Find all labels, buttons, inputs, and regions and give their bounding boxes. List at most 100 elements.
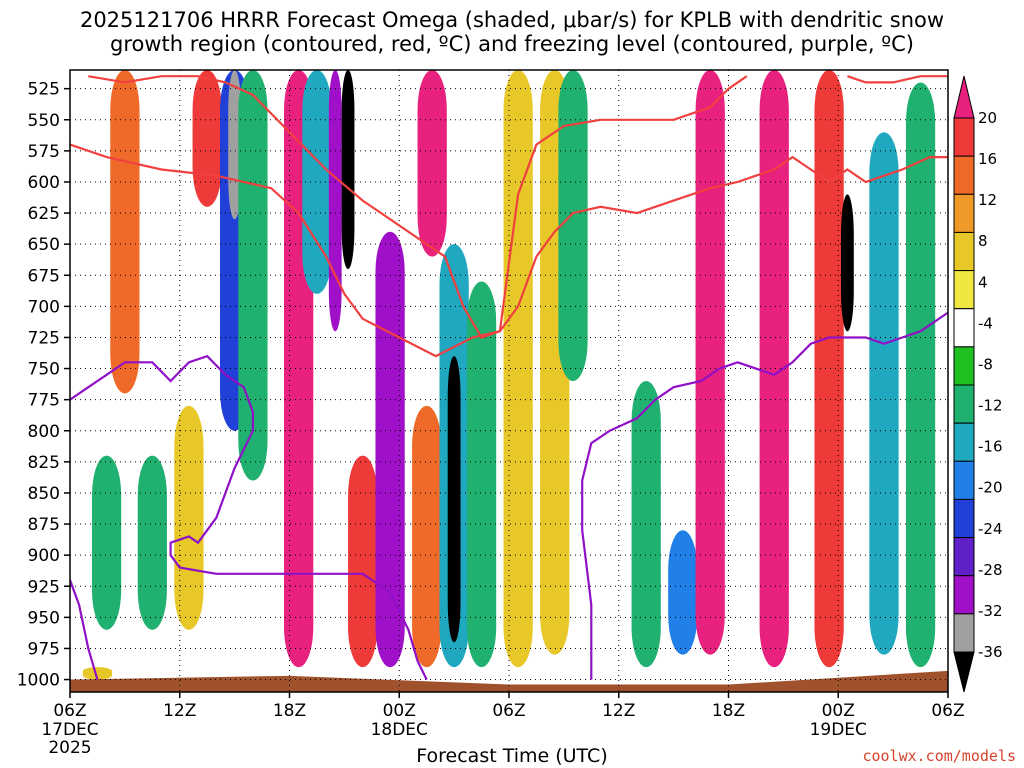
colorbar-label-9: -20 [978, 479, 1003, 497]
y-tick-label-18: 975 [28, 639, 60, 659]
omega-column-10 [302, 70, 332, 294]
chart-title-line1: 2025121706 HRRR Forecast Omega (shaded, … [79, 8, 945, 32]
y-tick-label-0: 525 [28, 80, 60, 100]
x-tick-label-0: 06Z [53, 701, 86, 721]
y-tick-label-17: 950 [28, 608, 60, 628]
omega-column-26 [759, 70, 789, 668]
y-tick-label-13: 850 [28, 484, 60, 504]
freezing-level-contour-0 [70, 354, 428, 681]
omega-column-8 [238, 70, 268, 481]
colorbar-label-1: 16 [978, 150, 997, 168]
colorbar-segment-9 [953, 422, 975, 462]
gridlines [70, 70, 948, 692]
omega-column-25 [695, 70, 725, 655]
dgz-contour-2 [847, 75, 948, 84]
omega-column-4 [174, 405, 204, 630]
omega-column-3 [137, 455, 167, 630]
colorbar-segment-13 [953, 575, 975, 615]
x-tick-label-4: 06Z [492, 701, 525, 721]
chart-title-line2: growth region (contoured, red, ºC) and f… [110, 32, 914, 56]
omega-column-12 [341, 70, 355, 270]
colorbar-segment-14 [953, 613, 975, 653]
x-tick-date-0: 17DEC [41, 720, 98, 740]
colorbar-label-6: -8 [978, 355, 993, 373]
colorbar-segment-2 [953, 155, 975, 195]
contours [70, 75, 948, 681]
colorbar-label-5: -4 [978, 314, 993, 332]
omega-column-30 [905, 82, 936, 668]
colorbar-label-3: 8 [978, 232, 988, 250]
colorbar-segment-1 [953, 117, 975, 157]
y-tick-label-12: 825 [28, 453, 60, 473]
colorbar-label-2: 12 [978, 191, 997, 209]
colorbar-segment-12 [953, 537, 975, 577]
colorbar-top-arrow [953, 75, 975, 119]
x-tick-label-3: 00Z [383, 701, 416, 721]
omega-column-11 [328, 70, 342, 332]
x-axis-title: Forecast Time (UTC) [416, 745, 608, 767]
y-tick-label-7: 700 [28, 297, 60, 317]
y-tick-label-2: 575 [28, 142, 60, 162]
freezing-level-contour-2 [581, 311, 948, 680]
x-tick-label-6: 18Z [712, 701, 745, 721]
colorbar-label-0: 20 [978, 109, 997, 127]
colorbar-segment-11 [953, 498, 975, 539]
credit-text: coolwx.com/models [862, 747, 1016, 765]
colorbar-segment-10 [953, 460, 975, 500]
x-tick-year-0: 2025 [48, 738, 91, 758]
colorbar-segment-5 [953, 270, 975, 310]
omega-column-19 [466, 281, 497, 668]
y-tick-label-9: 750 [28, 360, 60, 380]
omega-column-18 [417, 70, 447, 257]
colorbar-label-11: -28 [978, 561, 1003, 579]
y-tick-label-19: 1000 [17, 671, 60, 691]
y-tick-label-11: 800 [28, 422, 60, 442]
omega-column-23 [631, 381, 661, 668]
omega-shading [82, 70, 936, 680]
omega-column-13 [348, 455, 378, 668]
y-tick-label-15: 900 [28, 546, 60, 566]
colorbar-label-7: -12 [978, 397, 1003, 415]
x-tick-date-3: 18DEC [371, 720, 428, 740]
omega-column-27 [814, 70, 844, 668]
omega-column-0 [82, 667, 113, 680]
colorbar-label-8: -16 [978, 438, 1003, 456]
omega-column-7 [228, 70, 242, 220]
colorbar-segment-8 [953, 384, 975, 424]
x-tick-label-8: 06Z [931, 701, 964, 721]
y-tick-label-16: 925 [28, 577, 60, 597]
colorbar-bottom-arrow [953, 651, 975, 693]
omega-column-28 [840, 194, 854, 332]
omega-column-2 [110, 70, 140, 394]
omega-column-20 [503, 70, 533, 668]
omega-column-1 [91, 455, 122, 630]
y-tick-label-10: 775 [28, 391, 60, 411]
omega-column-22 [558, 70, 588, 381]
omega-column-29 [869, 132, 899, 655]
colorbar-segment-3 [953, 193, 975, 233]
colorbar: 20 16 12 8 4 -4 -8 -12 -16 -20 -24 -28 -32 -36 [953, 75, 1003, 693]
dgz-contour-1 [70, 143, 948, 358]
y-tick-label-4: 625 [28, 204, 60, 224]
y-tick-label-1: 550 [28, 111, 60, 131]
y-tick-label-14: 875 [28, 515, 60, 535]
colorbar-label-13: -36 [978, 643, 1003, 661]
colorbar-segment-7 [953, 346, 975, 386]
terrain [70, 670, 948, 692]
x-tick-date-7: 19DEC [810, 720, 867, 740]
x-tick-label-1: 12Z [163, 701, 196, 721]
x-tick-label-5: 12Z [602, 701, 635, 721]
omega-column-15 [412, 405, 442, 668]
colorbar-label-10: -24 [978, 520, 1003, 538]
y-tick-label-8: 725 [28, 328, 60, 348]
y-axis-ticks: 525 550 575 600 625 650 675 700 725 750 775 800 825 8… [17, 80, 70, 691]
dgz-contour-0 [88, 75, 748, 339]
y-tick-label-6: 675 [28, 266, 60, 286]
x-tick-label-7: 00Z [822, 701, 855, 721]
colorbar-segment-4 [953, 231, 975, 272]
y-tick-label-5: 650 [28, 235, 60, 255]
x-tick-label-2: 18Z [273, 701, 306, 721]
omega-column-17 [447, 356, 461, 643]
y-tick-label-3: 600 [28, 173, 60, 193]
